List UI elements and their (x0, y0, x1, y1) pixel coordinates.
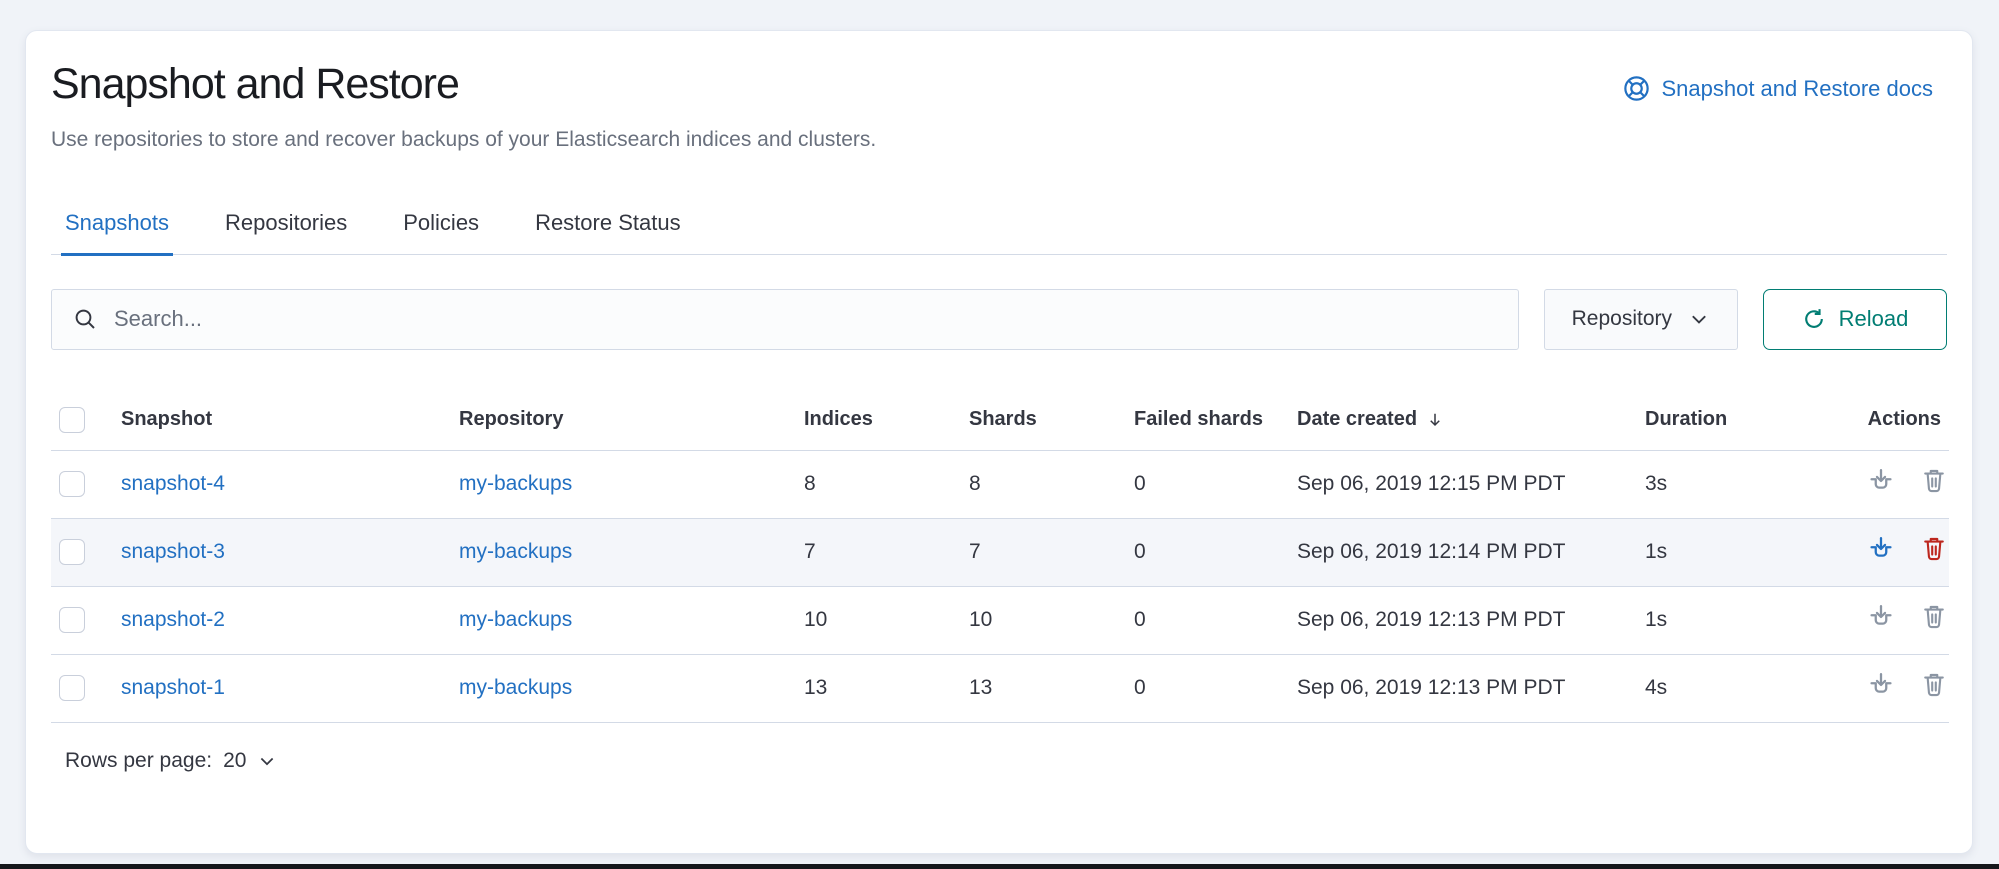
table-header-row: Snapshot Repository Indices Shards Faile… (51, 389, 1949, 451)
restore-icon[interactable] (1867, 671, 1895, 699)
help-lifering-icon (1623, 75, 1650, 102)
chevron-down-icon (257, 751, 277, 771)
refresh-icon (1802, 307, 1826, 331)
restore-icon[interactable] (1867, 603, 1895, 631)
tab-restore-status[interactable]: Restore Status (535, 209, 681, 235)
repository-filter-label: Repository (1571, 307, 1672, 331)
tab-policies[interactable]: Policies (403, 209, 480, 235)
row-checkbox[interactable] (59, 539, 85, 566)
tab-bar: Snapshots Repositories Policies Restore … (51, 209, 1947, 256)
search-box (51, 288, 1519, 350)
rows-per-page-button[interactable]: Rows per page: 20 (65, 749, 1947, 773)
duration-cell: 4s (1637, 654, 1859, 723)
page-subtitle: Use repositories to store and recover ba… (51, 127, 877, 151)
delete-icon[interactable] (1921, 468, 1947, 494)
date-created-cell: Sep 06, 2019 12:15 PM PDT (1289, 450, 1637, 519)
rows-per-page-value: 20 (223, 748, 247, 772)
shards-cell: 10 (961, 586, 1126, 655)
table-row: snapshot-3 my-backups 7 7 0 Sep 06, 2019… (51, 518, 1949, 587)
indices-cell: 13 (796, 654, 961, 723)
shards-cell: 7 (961, 518, 1126, 587)
snapshots-table: Snapshot Repository Indices Shards Faile… (51, 389, 1949, 723)
page-title: Snapshot and Restore (51, 60, 460, 108)
repository-link[interactable]: my-backups (459, 540, 573, 564)
duration-cell: 1s (1637, 586, 1859, 655)
repository-link[interactable]: my-backups (459, 608, 573, 632)
duration-cell: 3s (1637, 450, 1859, 519)
column-header-duration[interactable]: Duration (1637, 389, 1859, 451)
shards-cell: 13 (961, 654, 1126, 723)
rows-per-page-label: Rows per page: (65, 748, 213, 772)
date-created-cell: Sep 06, 2019 12:13 PM PDT (1289, 654, 1637, 723)
column-header-actions: Actions (1859, 389, 1949, 451)
search-input[interactable] (114, 306, 1497, 333)
repository-filter-button[interactable]: Repository (1543, 288, 1738, 350)
failed-shards-cell: 0 (1126, 586, 1289, 655)
tab-repositories[interactable]: Repositories (224, 209, 348, 235)
indices-cell: 8 (796, 450, 961, 519)
table-row: snapshot-4 my-backups 8 8 0 Sep 06, 2019… (51, 450, 1949, 519)
snapshot-link[interactable]: snapshot-2 (121, 608, 225, 632)
reload-label: Reload (1838, 306, 1909, 332)
snapshot-link[interactable]: snapshot-3 (121, 540, 225, 564)
column-header-shards[interactable]: Shards (961, 389, 1126, 451)
failed-shards-cell: 0 (1126, 450, 1289, 519)
table-row: snapshot-2 my-backups 10 10 0 Sep 06, 20… (51, 586, 1949, 655)
snapshot-restore-panel: Snapshot and Restore Use repositories to… (25, 30, 1973, 854)
chevron-down-icon (1688, 308, 1710, 330)
select-all-checkbox[interactable] (59, 406, 85, 433)
search-icon (73, 307, 97, 331)
reload-button[interactable]: Reload (1763, 288, 1947, 350)
column-header-repository[interactable]: Repository (451, 389, 796, 451)
docs-link[interactable]: Snapshot and Restore docs (1623, 75, 1933, 102)
failed-shards-cell: 0 (1126, 654, 1289, 723)
repository-link[interactable]: my-backups (459, 676, 573, 700)
toolbar: Repository Reload (51, 288, 1947, 350)
failed-shards-cell: 0 (1126, 518, 1289, 587)
date-created-cell: Sep 06, 2019 12:13 PM PDT (1289, 586, 1637, 655)
docs-link-label: Snapshot and Restore docs (1661, 75, 1933, 101)
duration-cell: 1s (1637, 518, 1859, 587)
column-header-snapshot[interactable]: Snapshot (113, 389, 451, 451)
snapshot-link[interactable]: snapshot-4 (121, 472, 225, 496)
date-created-cell: Sep 06, 2019 12:14 PM PDT (1289, 518, 1637, 587)
delete-icon[interactable] (1921, 672, 1947, 698)
screen-bottom-edge (0, 864, 1999, 869)
page-header-text: Snapshot and Restore Use repositories to… (51, 59, 876, 152)
column-header-failed-shards[interactable]: Failed shards (1126, 389, 1289, 451)
delete-icon[interactable] (1921, 604, 1947, 630)
sort-arrow-down-icon (1425, 410, 1445, 430)
shards-cell: 8 (961, 450, 1126, 519)
column-header-date-created[interactable]: Date created (1289, 389, 1637, 451)
restore-icon[interactable] (1867, 535, 1895, 563)
table-row: snapshot-1 my-backups 13 13 0 Sep 06, 20… (51, 654, 1949, 723)
snapshot-table-body: snapshot-4 my-backups 8 8 0 Sep 06, 2019… (51, 450, 1949, 723)
indices-cell: 7 (796, 518, 961, 587)
column-header-indices[interactable]: Indices (796, 389, 961, 451)
indices-cell: 10 (796, 586, 961, 655)
page-header: Snapshot and Restore Use repositories to… (51, 59, 1947, 152)
row-checkbox[interactable] (59, 607, 85, 634)
row-checkbox[interactable] (59, 675, 85, 702)
row-checkbox[interactable] (59, 471, 85, 498)
repository-link[interactable]: my-backups (459, 472, 573, 496)
restore-icon[interactable] (1867, 467, 1895, 495)
tab-snapshots[interactable]: Snapshots (61, 210, 173, 256)
delete-icon[interactable] (1921, 536, 1947, 562)
snapshot-link[interactable]: snapshot-1 (121, 676, 225, 700)
